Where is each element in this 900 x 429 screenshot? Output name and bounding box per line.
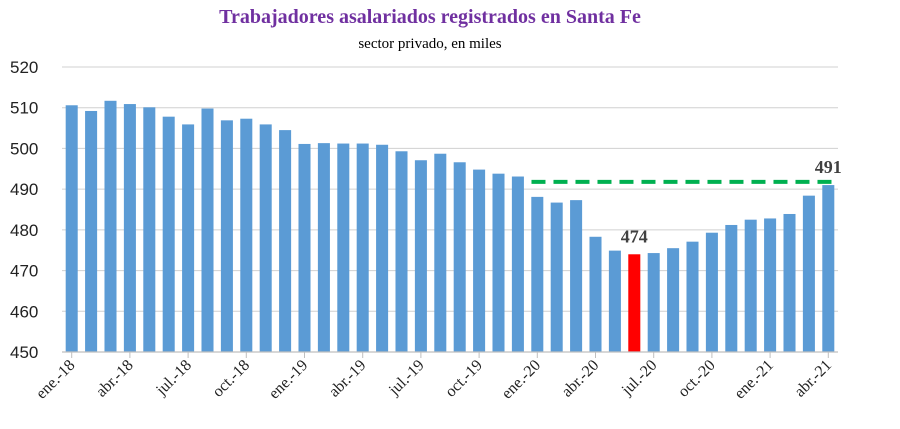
bar	[511, 176, 524, 352]
x-tick-label: abr.-20	[559, 357, 603, 401]
x-tick-label: ene.-21	[731, 357, 777, 403]
bar	[744, 219, 757, 352]
bar	[628, 254, 641, 352]
bar	[395, 151, 408, 352]
annotation-label: 491	[815, 157, 842, 177]
y-tick-label: 510	[10, 99, 38, 118]
y-tick-label: 490	[10, 180, 38, 199]
bar	[182, 124, 195, 353]
x-tick-label: oct.-18	[209, 357, 253, 401]
bar	[492, 173, 505, 352]
bar	[550, 202, 563, 352]
bar	[201, 108, 214, 353]
bar	[667, 248, 680, 352]
bar	[822, 185, 835, 352]
x-tick-label: jul.-20	[618, 357, 661, 400]
bar-series	[65, 100, 835, 353]
bar	[783, 213, 796, 352]
bar	[570, 200, 583, 352]
x-tick-label: jul.-19	[385, 357, 428, 400]
bar	[143, 107, 156, 352]
x-tick-label: ene.-18	[33, 357, 79, 403]
x-tick-label: oct.-20	[675, 357, 719, 401]
y-tick-label: 520	[10, 58, 38, 77]
bar	[317, 143, 330, 352]
bar	[162, 116, 175, 353]
bar	[531, 196, 544, 352]
bar	[453, 162, 466, 352]
y-tick-label: 450	[10, 343, 38, 362]
bar	[356, 143, 369, 352]
bar	[85, 110, 98, 352]
bar	[240, 118, 253, 352]
x-tick-label: abr.-21	[791, 357, 835, 401]
bar	[259, 124, 272, 353]
annotations: 474 491	[621, 157, 842, 246]
bar	[220, 120, 233, 352]
y-tick-label: 460	[10, 302, 38, 321]
x-tick-label: ene.-19	[266, 357, 312, 403]
bar	[279, 130, 292, 352]
x-tick-label: abr.-18	[93, 357, 137, 401]
bar	[764, 218, 777, 352]
chart-title: Trabajadores asalariados registrados en …	[219, 6, 641, 28]
bar	[376, 144, 389, 352]
x-tick-label: jul.-18	[152, 357, 195, 400]
x-axis: ene.-18 abr.-18 jul.-18 oct.-18 ene.-19 abr.-…	[33, 351, 838, 403]
bar	[414, 160, 427, 352]
bar	[608, 250, 621, 352]
x-tick-label: oct.-19	[442, 357, 486, 401]
y-tick-label: 500	[10, 139, 38, 158]
y-tick-label: 480	[10, 221, 38, 240]
y-axis-ticks: 450 460 470 480 490 500 510 520	[10, 58, 38, 362]
bar	[647, 253, 660, 352]
bar	[337, 143, 350, 352]
bar	[298, 143, 311, 352]
bar	[473, 169, 486, 352]
y-tick-label: 470	[10, 262, 38, 281]
bar	[725, 224, 738, 352]
chart-subtitle: sector privado, en miles	[358, 36, 502, 52]
bar	[802, 195, 815, 352]
gridlines	[62, 66, 838, 353]
bar	[589, 236, 602, 352]
annotation-label: 474	[621, 226, 648, 246]
bar	[104, 100, 117, 353]
bar	[686, 241, 699, 352]
bar	[434, 153, 447, 352]
x-tick-label: abr.-19	[326, 357, 370, 401]
bar	[123, 104, 136, 352]
x-tick-label: ene.-20	[498, 357, 544, 403]
bar	[65, 105, 78, 353]
bar	[705, 232, 718, 352]
